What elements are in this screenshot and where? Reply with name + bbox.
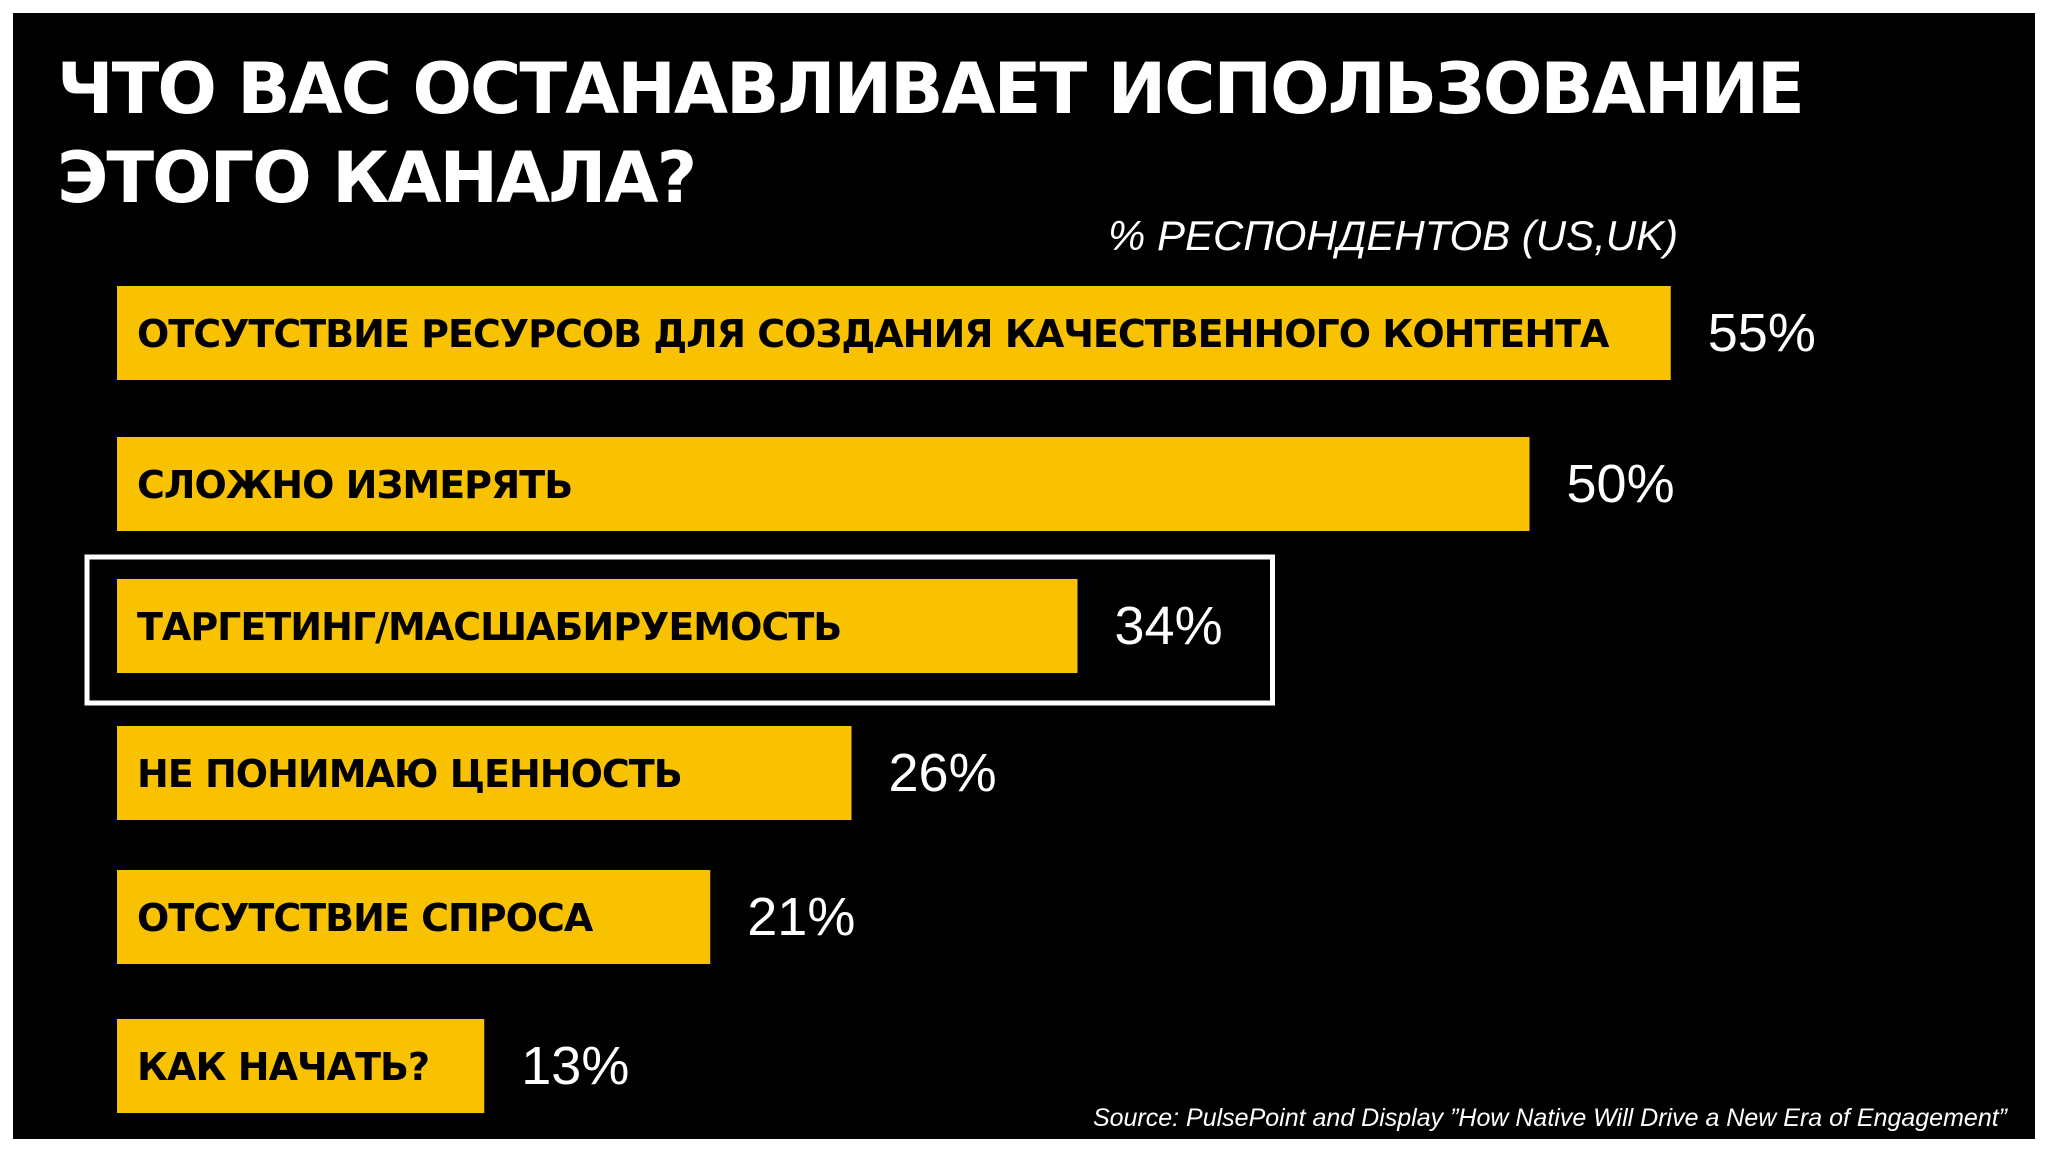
bar-label: КАК НАЧАТЬ? bbox=[137, 1045, 429, 1089]
chart-title: ЧТО ВАС ОСТАНАВЛИВАЕТ ИСПОЛЬЗОВАНИЕ ЭТОГ… bbox=[57, 48, 1805, 219]
chart-subtitle: % РЕСПОНДЕНТОВ (US,UK) bbox=[1108, 212, 1679, 259]
value-label: 21% bbox=[747, 887, 855, 947]
bar-label: НЕ ПОНИМАЮ ЦЕННОСТЬ bbox=[137, 752, 682, 796]
bar-label: ОТСУТСТВИЕ РЕСУРСОВ ДЛЯ СОЗДАНИЯ КАЧЕСТВ… bbox=[137, 312, 1610, 356]
bar-label: ОТСУТСТВИЕ СПРОСА bbox=[137, 896, 594, 940]
chart-panel: ЧТО ВАС ОСТАНАВЛИВАЕТ ИСПОЛЬЗОВАНИЕ ЭТОГ… bbox=[13, 13, 2035, 1139]
bar-chart: ОТСУТСТВИЕ РЕСУРСОВ ДЛЯ СОЗДАНИЯ КАЧЕСТВ… bbox=[84, 286, 1816, 1113]
bar bbox=[117, 726, 852, 820]
bar-label: СЛОЖНО ИЗМЕРЯТЬ bbox=[137, 463, 572, 507]
value-label: 26% bbox=[889, 743, 997, 803]
bar bbox=[117, 286, 1671, 380]
value-label: 13% bbox=[521, 1036, 629, 1096]
highlight-frame bbox=[84, 554, 1275, 706]
bar bbox=[117, 1019, 485, 1113]
bar bbox=[117, 579, 1078, 673]
bar bbox=[117, 870, 711, 964]
value-label: 55% bbox=[1708, 303, 1816, 363]
bar bbox=[117, 437, 1530, 531]
bar-label: ТАРГЕТИНГ/МАСШАБИРУЕМОСТЬ bbox=[137, 605, 841, 649]
value-label: 34% bbox=[1115, 596, 1223, 656]
value-label: 50% bbox=[1567, 454, 1675, 514]
source-note: Source: PulsePoint and Display ”How Nati… bbox=[1092, 1104, 2007, 1132]
